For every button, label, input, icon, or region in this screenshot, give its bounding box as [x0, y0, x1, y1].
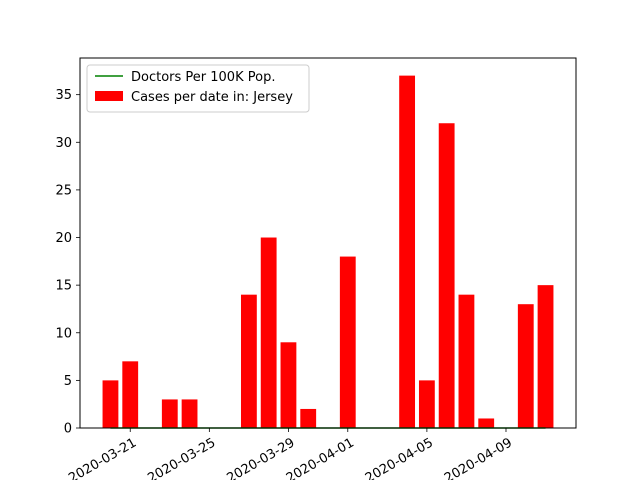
bar-2020-04-04	[399, 75, 416, 429]
bar-2020-04-01	[339, 256, 356, 428]
bar-2020-03-24	[181, 399, 198, 428]
y-tick-label: 15	[55, 279, 72, 294]
x-tick-label: 2020-03-21	[66, 435, 139, 480]
y-tick-label: 0	[64, 422, 72, 437]
bar-2020-04-07	[458, 294, 475, 428]
bar-2020-04-08	[478, 418, 495, 428]
bar-2020-03-28	[260, 237, 277, 428]
bars-group	[102, 75, 554, 429]
x-tick-label: 2020-04-05	[363, 435, 436, 480]
x-tick-label: 2020-04-01	[284, 435, 357, 480]
y-tick-label: 20	[55, 231, 72, 246]
y-tick-label: 35	[55, 88, 72, 103]
bar-2020-03-30	[300, 408, 317, 428]
legend-label-doctors: Doctors Per 100K Pop.	[131, 70, 275, 85]
plot-frame	[79, 57, 577, 429]
y-tick-label: 25	[55, 183, 72, 198]
y-axis: 0 5 10 15 20 25 30 35	[55, 88, 80, 437]
bar-2020-04-11	[537, 285, 554, 428]
legend-bar-swatch	[95, 91, 123, 101]
bar-2020-03-29	[280, 342, 297, 428]
bar-2020-04-06	[438, 123, 455, 429]
bar-2020-03-27	[240, 294, 257, 428]
legend-label-cases: Cases per date in: Jersey	[131, 90, 293, 105]
bar-2020-03-23	[161, 399, 178, 428]
plot-background	[80, 58, 576, 428]
x-tick-label: 2020-03-25	[145, 435, 218, 480]
x-axis: 2020-03-21 2020-03-25 2020-03-292020-04-01…	[66, 428, 515, 480]
bar-2020-04-05	[418, 380, 435, 428]
bar-2020-04-10	[517, 304, 534, 428]
y-tick-label: 30	[55, 136, 72, 151]
bar-2020-03-21	[122, 361, 139, 428]
x-tick-label: 2020-04-09	[442, 435, 515, 480]
legend-box	[86, 64, 310, 113]
legend: Doctors Per 100K Pop. Cases per date in:…	[86, 64, 310, 113]
y-tick-label: 10	[55, 326, 72, 341]
bar-2020-03-20	[102, 380, 119, 428]
y-tick-label: 5	[64, 374, 72, 389]
